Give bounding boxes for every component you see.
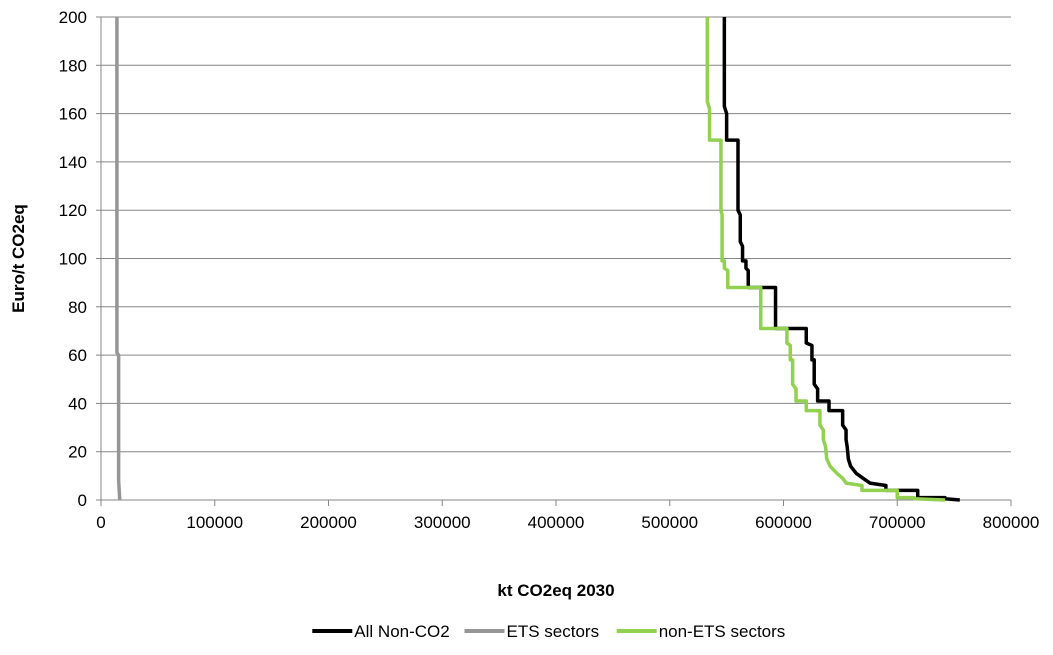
- y-tick-label: 180: [59, 56, 87, 75]
- x-tick-label: 300000: [414, 513, 471, 532]
- x-tick-label: 100000: [186, 513, 243, 532]
- tick-labels: 0 20 40 60 80 100 120 140 160 180 200 0 100000 200000…: [59, 8, 1040, 532]
- x-tick-label: 800000: [983, 513, 1040, 532]
- x-tick-label: 400000: [528, 513, 585, 532]
- gridlines: [101, 16, 1011, 453]
- legend: All Non-CO2 ETS sectors non-ETS sectors: [312, 622, 785, 641]
- x-tick-label: 500000: [641, 513, 698, 532]
- series-lines: [115, 17, 960, 502]
- y-tick-label: 60: [68, 346, 87, 365]
- y-tick-label: 120: [59, 201, 87, 220]
- x-tick-label: 0: [96, 513, 105, 532]
- legend-label-all-non-co2: All Non-CO2: [354, 622, 449, 641]
- series-line-all-non-co2: [722, 17, 960, 502]
- legend-label-non-ets-sectors: non-ETS sectors: [659, 622, 786, 641]
- series-line-ets-sectors: [115, 17, 122, 501]
- y-tick-label: 80: [68, 298, 87, 317]
- y-tick-label: 100: [59, 250, 87, 269]
- y-tick-label: 140: [59, 153, 87, 172]
- x-axis-title: kt CO2eq 2030: [497, 581, 614, 600]
- x-tick-label: 600000: [755, 513, 812, 532]
- legend-label-ets-sectors: ETS sectors: [507, 622, 600, 641]
- series-line-non-ets-sectors: [705, 17, 946, 502]
- x-tick-label: 700000: [869, 513, 926, 532]
- y-tick-label: 20: [68, 443, 87, 462]
- y-tick-label: 160: [59, 105, 87, 124]
- y-tick-label: 0: [78, 491, 87, 510]
- y-tick-label: 200: [59, 8, 87, 27]
- y-tick-label: 40: [68, 394, 87, 413]
- x-tick-label: 200000: [300, 513, 357, 532]
- y-axis-title: Euro/t CO2eq: [9, 204, 28, 313]
- axes: [96, 16, 1012, 506]
